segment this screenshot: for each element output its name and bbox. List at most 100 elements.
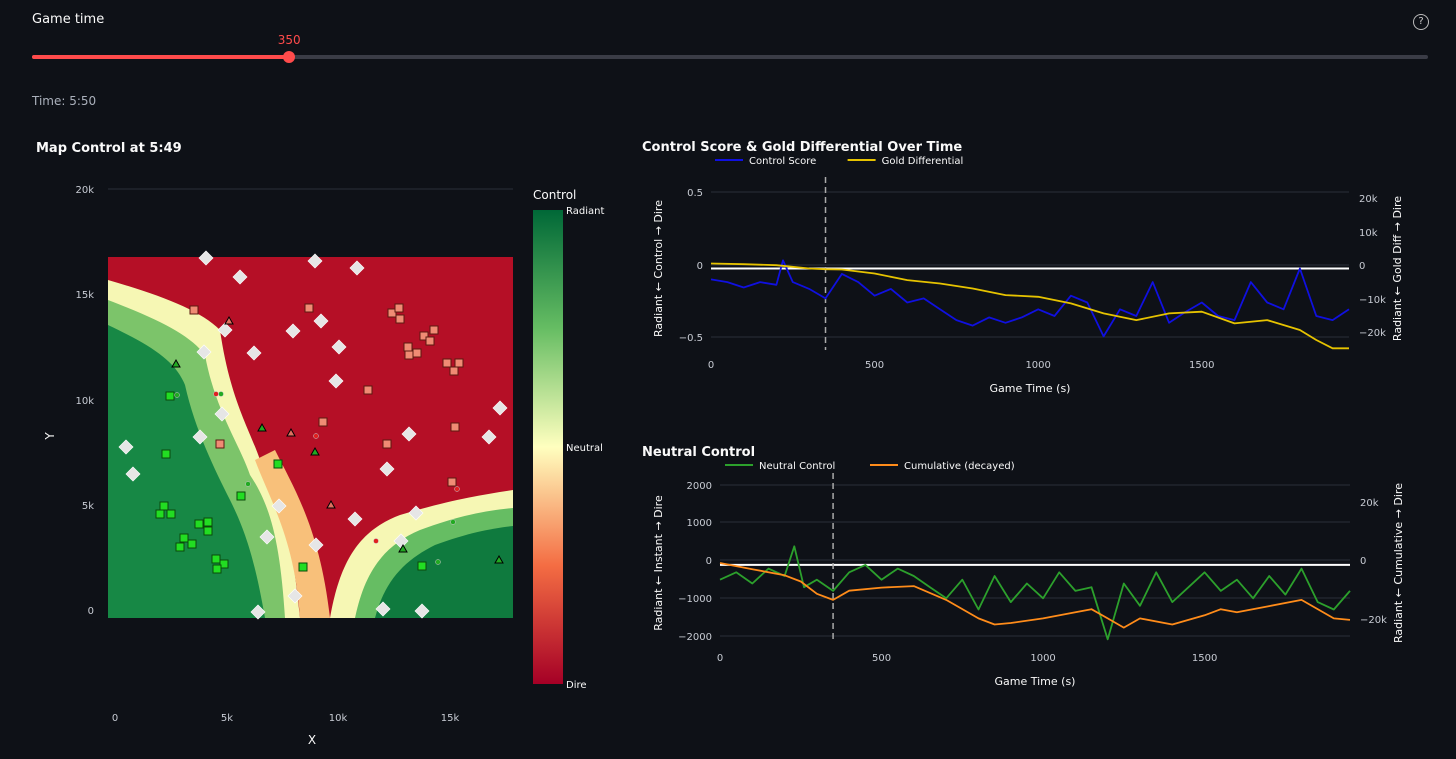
legend-label[interactable]: Neutral Control [759,461,835,472]
dire-building-marker [425,336,435,346]
control-gold-chart[interactable]: Control Score Gold Differential 0.5 0 −0.5 20… [640,155,1440,415]
y-tick: 0 [706,556,712,567]
ward-marker [232,269,248,285]
ward-marker [196,344,212,360]
radiant-building-marker [298,562,308,572]
y2-tick: 20k [1359,194,1378,205]
dire-building-marker [447,477,457,487]
legend-label[interactable]: Gold Differential [882,156,964,167]
x-tick: 1000 [1030,653,1055,664]
y2-axis-label: Radiant ← Cumulative → Dire [1392,483,1405,643]
colorbar-title: Control [533,188,576,202]
ward-marker [250,604,266,620]
y2-tick: −10k [1359,295,1386,306]
radiant-hero-marker [171,358,181,368]
y-tick: −2000 [678,632,712,643]
radiant-creep-marker [450,519,456,525]
ward-marker [328,373,344,389]
dire-building-marker [363,385,373,395]
x-axis-label: Game Time (s) [990,382,1071,395]
dire-building-marker [304,303,314,313]
ward-marker [259,529,275,545]
help-circle-icon[interactable]: ? [1413,14,1429,30]
radiant-building-marker [194,519,204,529]
map-x-ticks: 0 5k 10k 15k [112,713,460,724]
slider-thumb[interactable] [283,51,296,63]
slider-fill [32,55,290,59]
ward-marker [375,601,391,617]
radiant-creep-marker [174,392,180,398]
dire-hero-marker [286,427,296,437]
map-y-tick: 20k [75,185,94,196]
ward-marker [347,511,363,527]
radiant-building-marker [212,564,222,574]
radiant-building-marker [179,533,189,543]
y2-tick: 0 [1359,261,1365,272]
neutral-control-chart[interactable]: Neutral Control Cumulative (decayed) 2000 1… [640,458,1440,698]
radiant-hero-marker [310,446,320,456]
ward-marker [492,400,508,416]
map-y-label: Y [43,432,57,441]
radiant-building-marker [203,517,213,527]
dire-building-marker [454,358,464,368]
ward-marker [287,588,303,604]
colorbar-neutral: Neutral [566,443,603,454]
dire-building-marker [318,417,328,427]
series-line [719,545,1351,641]
dire-building-marker [450,422,460,432]
ward-marker [217,322,233,338]
dire-hero-marker [224,315,234,325]
map-x-label: X [308,733,316,747]
radiant-building-marker [187,539,197,549]
x-tick: 1500 [1192,653,1217,664]
radiant-creep-marker [218,391,224,397]
radiant-building-marker [166,509,176,519]
map-y-tick: 10k [75,396,94,407]
y2-tick: 10k [1359,228,1378,239]
y-tick: −1000 [678,594,712,605]
ward-marker [379,461,395,477]
dire-building-marker [442,358,452,368]
radiant-building-marker [161,449,171,459]
radiant-building-marker [211,554,221,564]
colorbar-radiant: Radiant [566,206,604,217]
dire-building-marker [449,366,459,376]
y-axis-label: Radiant ← Control → Dire [652,200,665,337]
map-y-ticks: 0 5k 10k 15k 20k [75,185,94,617]
y2-tick: −20k [1360,615,1387,626]
radiant-building-marker [219,559,229,569]
legend-label[interactable]: Cumulative (decayed) [904,461,1015,472]
ward-marker [192,429,208,445]
x-tick: 500 [872,653,891,664]
dire-building-marker [429,325,439,335]
radiant-hero-marker [257,422,267,432]
legend-label[interactable]: Control Score [749,156,816,167]
dire-creep-marker [213,391,219,397]
radiant-building-marker [159,501,169,511]
y-tick: −0.5 [679,333,703,344]
map-heatmap [108,257,513,618]
radiant-building-marker [203,526,213,536]
y-axis-label: Radiant ← Instant → Dire [652,495,665,631]
dire-creep-marker [373,538,379,544]
radiant-building-marker [236,491,246,501]
series-line [710,259,1350,338]
game-time-label: Game time [32,12,105,27]
colorbar-dire: Dire [566,680,587,691]
ward-marker [313,313,329,329]
neutral-chart-title: Neutral Control [642,445,756,460]
radiant-building-marker [155,509,165,519]
slider-track[interactable] [32,55,1428,59]
map-y-tick: 15k [75,290,94,301]
y2-tick: 0 [1360,556,1366,567]
y-tick: 0 [697,261,703,272]
map-x-tick: 15k [441,713,460,724]
x-tick: 0 [708,360,714,371]
dire-building-marker [394,303,404,313]
map-control-plot[interactable]: 0 5k 10k 15k 0 5k 10k 15k 20k X Y Control Radia… [0,160,630,759]
map-x-tick: 5k [221,713,233,724]
dire-building-marker [395,314,405,324]
dire-building-marker [382,439,392,449]
ward-marker [198,250,214,266]
ward-marker [118,439,134,455]
